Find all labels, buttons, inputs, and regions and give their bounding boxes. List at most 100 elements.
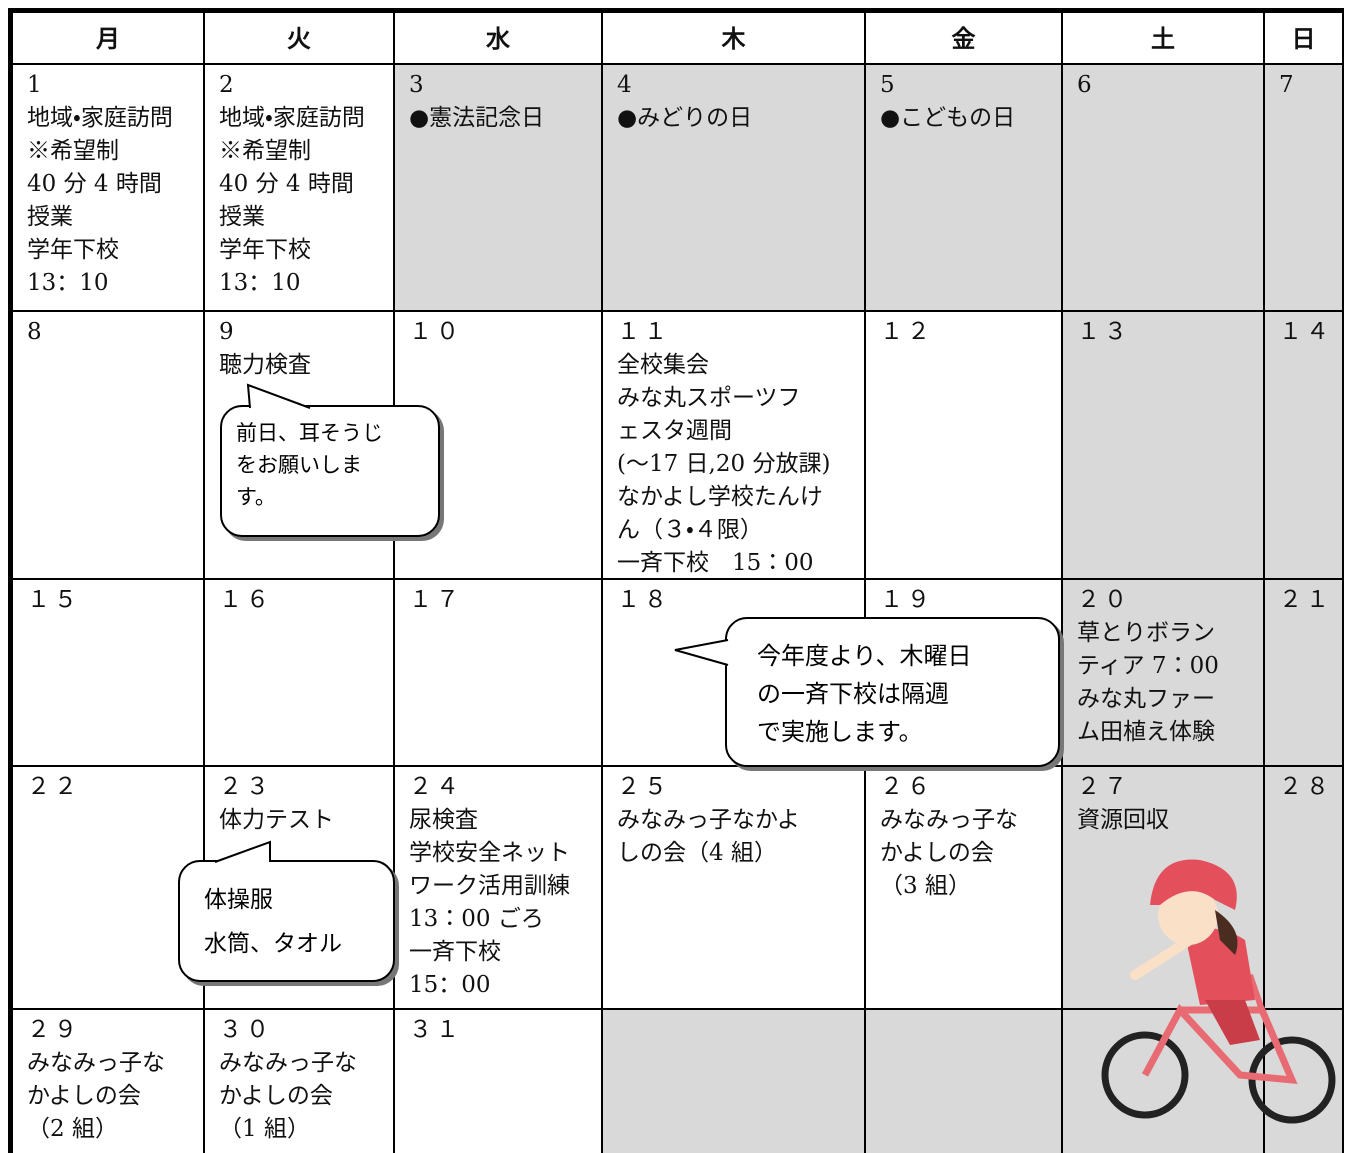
event-text: 学年下校 — [27, 237, 119, 263]
date-number: 1 — [27, 72, 46, 98]
bubble-text: 今年度より、木曜日 — [757, 642, 972, 670]
event-text: 授業 — [27, 204, 73, 230]
event-text: 学校安全ネット — [409, 840, 570, 866]
event-text: ※希望制 — [27, 138, 119, 164]
date-number: ３１ — [409, 1017, 463, 1043]
event-text: ェスタ週間 — [617, 418, 732, 444]
event-text: 13：10 — [27, 270, 109, 296]
event-text: （2 組） — [27, 1116, 118, 1142]
event-text: みなみっ子なかよ — [617, 807, 800, 833]
event-text: 資源回収 — [1077, 807, 1169, 833]
bike-illustration — [1247, 974, 1265, 1011]
empty-cell — [866, 1010, 1063, 1153]
day-cell: 6 — [1063, 65, 1265, 312]
event-text: みなみっ子な — [27, 1050, 165, 1076]
event-text: みなみっ子な — [219, 1050, 357, 1076]
day-cell: １７ — [395, 580, 603, 767]
event-text: ●こどもの日 — [880, 105, 1016, 131]
event-text: 尿検査 — [409, 807, 478, 833]
event-text: ワーク活用訓練 — [409, 873, 570, 899]
bubble-tail — [246, 383, 311, 409]
event-text: 授業 — [219, 204, 265, 230]
date-number: ２５ — [617, 774, 671, 800]
date-number: 8 — [27, 319, 46, 345]
day-cell: ２９ みなみっ子な かよしの会 （2 組） — [13, 1010, 205, 1153]
day-cell: ２５ みなみっ子なかよ しの会（4 組） — [603, 767, 866, 1010]
date-number: ２１ — [1279, 587, 1333, 613]
day-cell: １５ — [13, 580, 205, 767]
speech-bubble: 体操服 水筒、タオル — [178, 860, 395, 982]
bubble-text: 前日、耳そうじ — [236, 421, 383, 445]
day-cell: １０ — [395, 312, 603, 580]
day-cell: ２１ — [1265, 580, 1344, 767]
date-number: １７ — [409, 587, 463, 613]
date-number: 3 — [409, 72, 428, 98]
day-header: 火 — [205, 13, 395, 65]
day-cell: 8 — [13, 312, 205, 580]
day-header: 土 — [1063, 13, 1265, 65]
date-number: ２７ — [1077, 774, 1131, 800]
date-number: 9 — [219, 319, 238, 345]
date-number: ２３ — [219, 774, 273, 800]
day-header: 金 — [866, 13, 1063, 65]
date-number: ２２ — [27, 774, 81, 800]
date-number: １９ — [880, 587, 934, 613]
bike-illustration — [1130, 935, 1195, 980]
event-text: みな丸スポーツフ — [617, 385, 801, 411]
day-cell: ３１ — [395, 1010, 603, 1153]
date-number: １８ — [617, 587, 671, 613]
event-text: 15：00 — [409, 972, 491, 998]
event-text: 全校集会 — [617, 352, 709, 378]
date-number: １４ — [1279, 319, 1333, 345]
event-text: ん（３・４限） — [617, 517, 763, 543]
bike-illustration — [1185, 928, 1255, 1005]
event-text: かよしの会 — [219, 1083, 333, 1109]
event-text: 13：00 ごろ — [409, 906, 544, 932]
event-text: 一斉下校 — [409, 939, 501, 965]
bubble-text: の一斉下校は隔週 — [757, 680, 949, 708]
bubble-text: をお願いしま — [236, 453, 362, 477]
day-cell: ２４ 尿検査 学校安全ネット ワーク活用訓練 13：00 ごろ 一斉下校 15：00 — [395, 767, 603, 1010]
date-number: 7 — [1279, 72, 1298, 98]
event-text: 地域・家庭訪問 — [27, 105, 173, 131]
left-border — [8, 8, 13, 1153]
day-header: 月 — [13, 13, 205, 65]
event-text: 地域・家庭訪問 — [219, 105, 365, 131]
event-text: 一斉下校 15：00 — [617, 550, 814, 576]
day-cell: 3 ●憲法記念日 — [395, 65, 603, 312]
event-text: なかよし学校たんけ — [617, 484, 823, 510]
bike-illustration — [1101, 1031, 1189, 1119]
event-text: （3 組） — [880, 873, 971, 899]
bubble-text: 体操服 — [204, 887, 273, 913]
day-cell: 1 地域・家庭訪問 ※希望制 40 分 4 時間 授業 学年下校 13：10 — [13, 65, 205, 312]
bubble-tail — [214, 840, 271, 863]
bike-illustration — [1248, 1036, 1336, 1124]
day-cell: 4 ●みどりの日 — [603, 65, 866, 312]
day-header: 木 — [603, 13, 866, 65]
event-text: かよしの会 — [880, 840, 994, 866]
day-cell: 5 ●こどもの日 — [866, 65, 1063, 312]
day-cell: 2 地域・家庭訪問 ※希望制 40 分 4 時間 授業 学年下校 13：10 — [205, 65, 395, 312]
event-text: かよしの会 — [27, 1083, 141, 1109]
day-header: 水 — [395, 13, 603, 65]
bubble-tail — [674, 639, 729, 666]
event-text: みなみっ子な — [880, 807, 1018, 833]
day-cell: ２０ 草とりボラン ティア 7：00 みな丸ファー ム田植え体験 — [1063, 580, 1265, 767]
day-cell: ３０ みなみっ子な かよしの会 （1 組） — [205, 1010, 395, 1153]
date-number: 6 — [1077, 72, 1096, 98]
day-cell: １１ 全校集会みな丸スポーツフ ェスタ週間 (～17 日,20 分放課) なかよし学校た… — [603, 312, 866, 580]
bike-illustration — [1215, 910, 1238, 955]
day-cell: ２３ 体力テスト — [205, 767, 395, 1010]
event-text: しの会（4 組） — [617, 840, 777, 866]
bubble-text: 水筒、タオル — [204, 931, 342, 957]
date-number: ２８ — [1279, 774, 1333, 800]
date-number: 4 — [617, 72, 636, 98]
event-text: (～17 日,20 分放課) — [617, 451, 831, 477]
event-text: 草とりボラン — [1077, 620, 1215, 646]
day-cell: １２ — [866, 312, 1063, 580]
day-cell: １４ — [1265, 312, 1344, 580]
date-number: １１ — [617, 319, 671, 345]
empty-cell — [603, 1010, 866, 1153]
